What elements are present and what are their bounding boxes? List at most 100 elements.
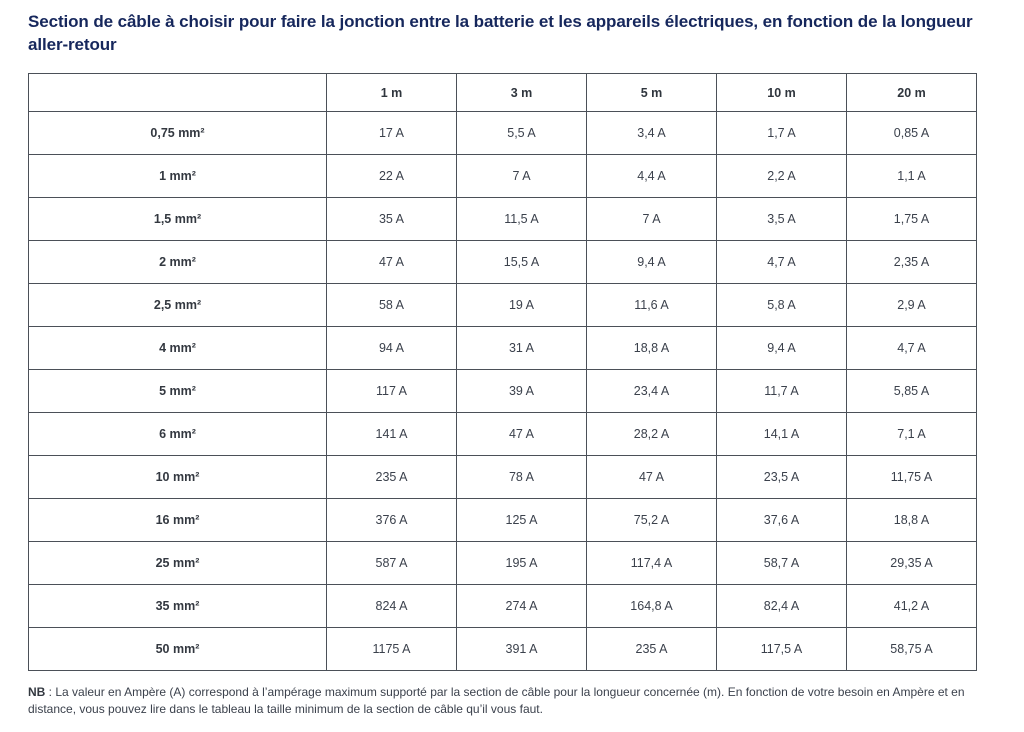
table-row: 6 mm² 141 A 47 A 28,2 A 14,1 A 7,1 A — [28, 412, 977, 456]
table-row: 2 mm² 47 A 15,5 A 9,4 A 4,7 A 2,35 A — [28, 240, 977, 284]
amperage-cell: 141 A — [326, 412, 457, 456]
amperage-cell: 391 A — [456, 627, 587, 671]
section-cell: 2 mm² — [28, 240, 327, 284]
section-cell: 1,5 mm² — [28, 197, 327, 241]
amperage-cell: 58 A — [326, 283, 457, 327]
section-cell: 6 mm² — [28, 412, 327, 456]
amperage-cell: 17 A — [326, 111, 457, 155]
amperage-cell: 35 A — [326, 197, 457, 241]
column-header-10m: 10 m — [716, 73, 847, 112]
section-cell: 35 mm² — [28, 584, 327, 628]
amperage-cell: 4,4 A — [586, 154, 717, 198]
amperage-cell: 31 A — [456, 326, 587, 370]
amperage-cell: 58,7 A — [716, 541, 847, 585]
amperage-cell: 125 A — [456, 498, 587, 542]
amperage-cell: 23,4 A — [586, 369, 717, 413]
table-header-row: 1 m 3 m 5 m 10 m 20 m — [28, 73, 977, 112]
section-cell: 2,5 mm² — [28, 283, 327, 327]
amperage-cell: 3,4 A — [586, 111, 717, 155]
section-cell: 50 mm² — [28, 627, 327, 671]
table-row: 16 mm² 376 A 125 A 75,2 A 37,6 A 18,8 A — [28, 498, 977, 542]
amperage-cell: 5,5 A — [456, 111, 587, 155]
amperage-cell: 15,5 A — [456, 240, 587, 284]
amperage-cell: 28,2 A — [586, 412, 717, 456]
table-row: 5 mm² 117 A 39 A 23,4 A 11,7 A 5,85 A — [28, 369, 977, 413]
amperage-cell: 11,75 A — [846, 455, 977, 499]
amperage-cell: 235 A — [586, 627, 717, 671]
amperage-cell: 4,7 A — [846, 326, 977, 370]
amperage-cell: 23,5 A — [716, 455, 847, 499]
amperage-cell: 19 A — [456, 283, 587, 327]
amperage-cell: 94 A — [326, 326, 457, 370]
amperage-cell: 1,1 A — [846, 154, 977, 198]
table-row: 35 mm² 824 A 274 A 164,8 A 82,4 A 41,2 A — [28, 584, 977, 628]
amperage-cell: 1,7 A — [716, 111, 847, 155]
amperage-cell: 3,5 A — [716, 197, 847, 241]
amperage-cell: 47 A — [586, 455, 717, 499]
amperage-cell: 11,5 A — [456, 197, 587, 241]
amperage-cell: 4,7 A — [716, 240, 847, 284]
amperage-cell: 29,35 A — [846, 541, 977, 585]
amperage-cell: 75,2 A — [586, 498, 717, 542]
section-cell: 25 mm² — [28, 541, 327, 585]
amperage-cell: 117,4 A — [586, 541, 717, 585]
amperage-cell: 11,7 A — [716, 369, 847, 413]
amperage-cell: 164,8 A — [586, 584, 717, 628]
amperage-cell: 376 A — [326, 498, 457, 542]
amperage-cell: 5,85 A — [846, 369, 977, 413]
amperage-cell: 41,2 A — [846, 584, 977, 628]
column-header-20m: 20 m — [846, 73, 977, 112]
section-cell: 10 mm² — [28, 455, 327, 499]
table-row: 10 mm² 235 A 78 A 47 A 23,5 A 11,75 A — [28, 455, 977, 499]
table-row: 2,5 mm² 58 A 19 A 11,6 A 5,8 A 2,9 A — [28, 283, 977, 327]
column-header-3m: 3 m — [456, 73, 587, 112]
amperage-cell: 2,9 A — [846, 283, 977, 327]
note-text: : La valeur en Ampère (A) correspond à l… — [28, 685, 965, 716]
page-title: Section de câble à choisir pour faire la… — [28, 12, 973, 54]
amperage-cell: 18,8 A — [846, 498, 977, 542]
note: NB : La valeur en Ampère (A) correspond … — [28, 684, 1003, 718]
amperage-cell: 47 A — [456, 412, 587, 456]
amperage-cell: 39 A — [456, 369, 587, 413]
section-cell: 5 mm² — [28, 369, 327, 413]
corner-cell — [28, 73, 327, 112]
amperage-cell: 587 A — [326, 541, 457, 585]
amperage-cell: 82,4 A — [716, 584, 847, 628]
amperage-cell: 78 A — [456, 455, 587, 499]
amperage-cell: 2,35 A — [846, 240, 977, 284]
amperage-cell: 18,8 A — [586, 326, 717, 370]
table-row: 25 mm² 587 A 195 A 117,4 A 58,7 A 29,35 A — [28, 541, 977, 585]
amperage-cell: 824 A — [326, 584, 457, 628]
amperage-cell: 1,75 A — [846, 197, 977, 241]
amperage-cell: 5,8 A — [716, 283, 847, 327]
amperage-cell: 9,4 A — [716, 326, 847, 370]
column-header-1m: 1 m — [326, 73, 457, 112]
amperage-cell: 9,4 A — [586, 240, 717, 284]
amperage-cell: 37,6 A — [716, 498, 847, 542]
amperage-cell: 58,75 A — [846, 627, 977, 671]
amperage-cell: 235 A — [326, 455, 457, 499]
section-cell: 4 mm² — [28, 326, 327, 370]
amperage-cell: 195 A — [456, 541, 587, 585]
amperage-cell: 47 A — [326, 240, 457, 284]
amperage-cell: 2,2 A — [716, 154, 847, 198]
amperage-cell: 11,6 A — [586, 283, 717, 327]
section-cell: 16 mm² — [28, 498, 327, 542]
amperage-cell: 22 A — [326, 154, 457, 198]
amperage-cell: 1175 A — [326, 627, 457, 671]
table-row: 50 mm² 1175 A 391 A 235 A 117,5 A 58,75 A — [28, 627, 977, 671]
column-header-5m: 5 m — [586, 73, 717, 112]
amperage-cell: 117 A — [326, 369, 457, 413]
amperage-cell: 0,85 A — [846, 111, 977, 155]
table-row: 0,75 mm² 17 A 5,5 A 3,4 A 1,7 A 0,85 A — [28, 111, 977, 155]
amperage-cell: 274 A — [456, 584, 587, 628]
note-label: NB — [28, 685, 46, 699]
amperage-cell: 7 A — [586, 197, 717, 241]
section-cell: 1 mm² — [28, 154, 327, 198]
amperage-cell: 14,1 A — [716, 412, 847, 456]
